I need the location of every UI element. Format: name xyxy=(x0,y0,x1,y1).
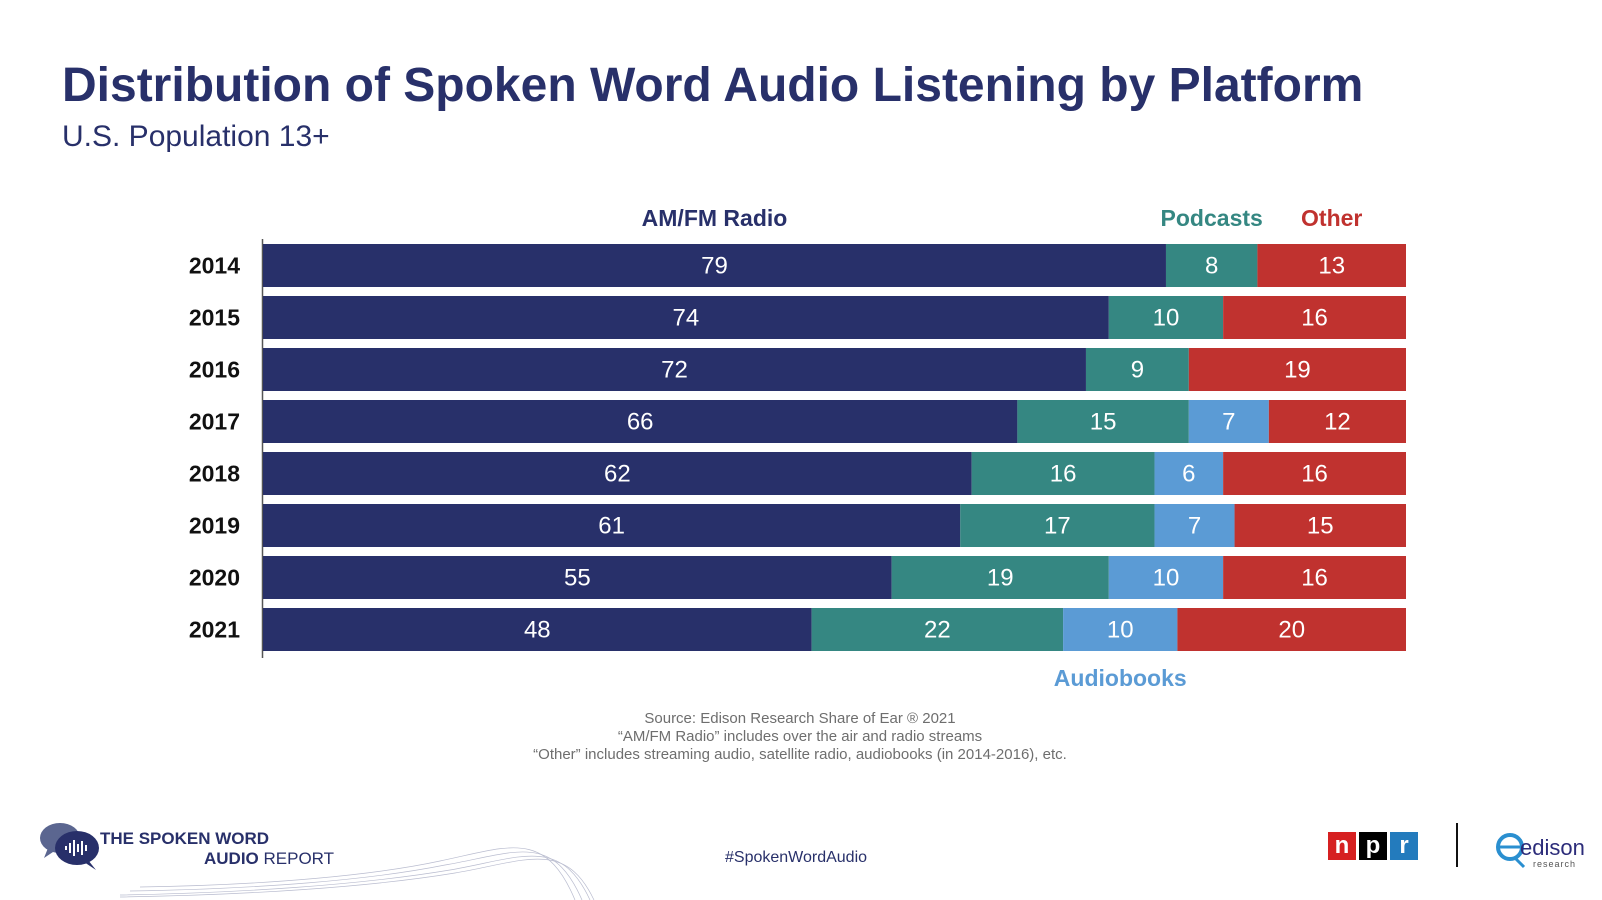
data-label-am-fm-radio-2017: 66 xyxy=(627,409,654,436)
data-label-other-2016: 19 xyxy=(1284,357,1311,384)
data-label-podcasts-2016: 9 xyxy=(1131,357,1144,384)
category-label-2019: 2019 xyxy=(189,513,240,539)
bar-audiobooks-2017 xyxy=(1188,400,1269,443)
category-label-2015: 2015 xyxy=(189,305,240,331)
data-label-other-2021: 20 xyxy=(1278,617,1305,644)
bar-audiobooks-2019 xyxy=(1154,504,1235,547)
data-label-am-fm-radio-2016: 72 xyxy=(661,357,688,384)
data-label-podcasts-2014: 8 xyxy=(1205,253,1218,280)
bar-other-2019 xyxy=(1234,504,1406,547)
am-fm-definition-note: “AM/FM Radio” includes over the air and … xyxy=(617,728,983,745)
bar-podcasts-2015 xyxy=(1108,296,1224,339)
bar-podcasts-2018 xyxy=(971,452,1155,495)
data-label-am-fm-radio-2015: 74 xyxy=(673,305,700,332)
brand-name-line1: THE SPOKEN WORD xyxy=(100,829,270,848)
data-label-other-2019: 15 xyxy=(1307,513,1334,540)
data-label-audiobooks-2018: 6 xyxy=(1182,461,1195,488)
series-label-am-fm-radio: AM/FM Radio xyxy=(642,205,788,231)
bar-am-fm-radio-2021 xyxy=(263,608,812,651)
bar-other-2015 xyxy=(1223,296,1406,339)
bar-other-2016 xyxy=(1188,348,1406,391)
logo-divider xyxy=(1456,823,1458,867)
page-subtitle: U.S. Population 13+ xyxy=(62,120,330,153)
data-label-podcasts-2019: 17 xyxy=(1044,513,1071,540)
series-label-podcasts: Podcasts xyxy=(1161,205,1263,231)
data-label-other-2018: 16 xyxy=(1301,461,1328,488)
bar-am-fm-radio-2015 xyxy=(263,296,1109,339)
category-label-2016: 2016 xyxy=(189,357,240,383)
brand-name-line2-bold: AUDIO xyxy=(204,849,259,868)
data-label-podcasts-2017: 15 xyxy=(1090,409,1117,436)
bar-podcasts-2020 xyxy=(891,556,1109,599)
spoken-word-audio-logo-icon xyxy=(40,823,99,870)
brand-wave-graphic xyxy=(120,847,595,900)
data-label-podcasts-2020: 19 xyxy=(987,565,1014,592)
data-label-audiobooks-2020: 10 xyxy=(1153,565,1180,592)
edison-logo-word: edison xyxy=(1520,835,1585,860)
data-label-audiobooks-2021: 10 xyxy=(1107,617,1134,644)
bar-podcasts-2019 xyxy=(960,504,1155,547)
bar-other-2017 xyxy=(1268,400,1406,443)
brand-name-line2: AUDIO REPORT xyxy=(204,849,334,869)
data-label-podcasts-2015: 10 xyxy=(1153,305,1180,332)
category-label-2020: 2020 xyxy=(189,565,240,591)
bar-audiobooks-2021 xyxy=(1063,608,1178,651)
bar-am-fm-radio-2014 xyxy=(263,244,1166,287)
bar-am-fm-radio-2019 xyxy=(263,504,961,547)
bar-am-fm-radio-2020 xyxy=(263,556,892,599)
data-label-am-fm-radio-2020: 55 xyxy=(564,565,591,592)
category-label-2018: 2018 xyxy=(189,461,240,487)
brand-name-line2-thin: REPORT xyxy=(258,849,335,868)
bar-other-2014 xyxy=(1257,244,1406,287)
series-label-audiobooks: Audiobooks xyxy=(1054,665,1187,691)
bar-am-fm-radio-2017 xyxy=(263,400,1018,443)
data-label-podcasts-2018: 16 xyxy=(1050,461,1077,488)
npr-logo: n p r xyxy=(1328,832,1418,860)
edison-logo-icon xyxy=(1496,833,1526,869)
source-note: Source: Edison Research Share of Ear ® 2… xyxy=(644,710,956,727)
npr-logo-letter-p: p xyxy=(1359,832,1387,860)
npr-logo-letter-n: n xyxy=(1328,832,1356,860)
bar-am-fm-radio-2018 xyxy=(263,452,972,495)
bar-podcasts-2021 xyxy=(811,608,1064,651)
data-label-podcasts-2021: 22 xyxy=(924,617,951,644)
data-label-am-fm-radio-2018: 62 xyxy=(604,461,631,488)
hashtag: #SpokenWordAudio xyxy=(725,849,868,866)
bar-am-fm-radio-2016 xyxy=(263,348,1086,391)
category-label-2017: 2017 xyxy=(189,409,240,435)
category-label-2014: 2014 xyxy=(189,253,240,279)
bar-other-2020 xyxy=(1223,556,1406,599)
data-label-audiobooks-2017: 7 xyxy=(1222,409,1235,436)
data-label-audiobooks-2019: 7 xyxy=(1188,513,1201,540)
bar-audiobooks-2020 xyxy=(1108,556,1224,599)
data-label-am-fm-radio-2014: 79 xyxy=(701,253,728,280)
page-title: Distribution of Spoken Word Audio Listen… xyxy=(62,59,1364,112)
data-label-other-2020: 16 xyxy=(1301,565,1328,592)
data-label-am-fm-radio-2019: 61 xyxy=(598,513,625,540)
data-label-other-2017: 12 xyxy=(1324,409,1351,436)
data-label-other-2015: 16 xyxy=(1301,305,1328,332)
data-label-other-2014: 13 xyxy=(1318,253,1345,280)
bar-podcasts-2014 xyxy=(1165,244,1258,287)
other-definition-note: “Other” includes streaming audio, satell… xyxy=(533,746,1067,763)
edison-logo-subtext: research xyxy=(1533,859,1577,869)
bar-podcasts-2016 xyxy=(1085,348,1189,391)
bar-audiobooks-2018 xyxy=(1154,452,1224,495)
data-label-am-fm-radio-2021: 48 xyxy=(524,617,551,644)
category-label-2021: 2021 xyxy=(189,617,240,643)
bar-other-2018 xyxy=(1223,452,1406,495)
bar-other-2021 xyxy=(1177,608,1406,651)
npr-logo-letter-r: r xyxy=(1390,832,1418,860)
bar-podcasts-2017 xyxy=(1017,400,1189,443)
series-label-other: Other xyxy=(1301,205,1362,231)
